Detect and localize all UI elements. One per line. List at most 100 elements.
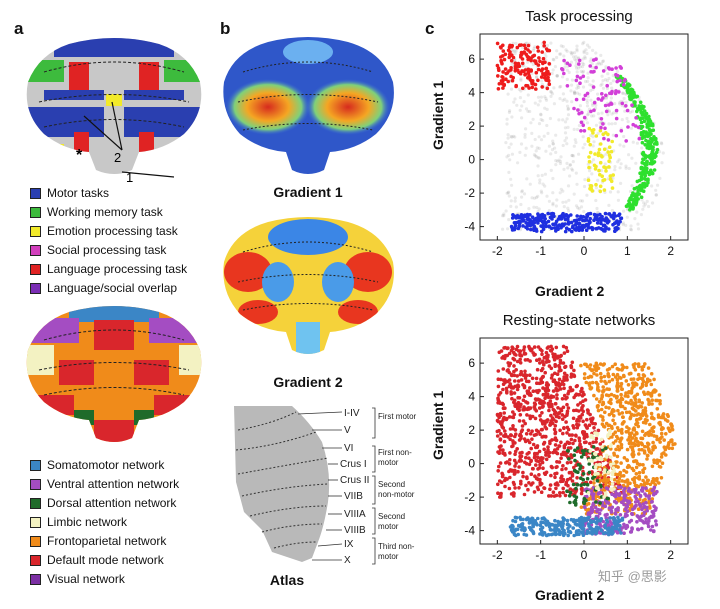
background-point (590, 62, 594, 66)
data-point (541, 399, 546, 404)
background-point (535, 205, 539, 210)
data-point (592, 218, 596, 222)
background-point (611, 133, 615, 137)
data-point (512, 357, 517, 362)
data-point (553, 222, 557, 227)
background-point (516, 161, 520, 165)
data-point (643, 134, 648, 138)
data-point (643, 444, 647, 449)
data-point (520, 528, 524, 532)
data-point (524, 483, 528, 488)
background-point (606, 113, 610, 117)
data-point (540, 375, 545, 379)
data-point (582, 129, 587, 133)
data-point (566, 214, 571, 218)
data-point (535, 358, 539, 362)
data-point (517, 486, 521, 490)
data-point (607, 67, 612, 71)
data-point (571, 482, 576, 487)
data-point (632, 413, 636, 417)
data-point (585, 213, 589, 217)
data-point (601, 448, 605, 452)
data-point (587, 219, 591, 224)
data-point (640, 140, 645, 145)
data-point (644, 131, 649, 135)
y-tick-label: 4 (468, 390, 475, 404)
background-point (563, 120, 568, 124)
data-point (588, 150, 593, 155)
data-point (662, 445, 667, 449)
data-point (608, 516, 613, 520)
data-point (627, 520, 632, 524)
data-point (527, 462, 532, 467)
chart-title-task: Task processing (525, 8, 633, 25)
background-point (568, 163, 572, 167)
data-point (584, 228, 589, 232)
data-point (631, 377, 636, 381)
data-point (550, 416, 555, 420)
data-point (521, 373, 526, 377)
data-point (625, 465, 630, 470)
background-point (551, 142, 555, 146)
background-point (634, 161, 638, 165)
data-point (515, 344, 520, 349)
data-point (659, 431, 664, 436)
background-point (566, 107, 571, 111)
y-axis-title-task: Gradient 1 (430, 80, 446, 150)
data-point (638, 117, 643, 122)
data-point (551, 352, 555, 356)
data-point (641, 364, 646, 369)
data-point (643, 143, 647, 147)
data-point (538, 381, 543, 385)
x-tick-label: 1 (624, 548, 631, 562)
data-point (644, 116, 649, 120)
background-point (550, 92, 555, 96)
background-point (570, 153, 574, 158)
background-point (581, 146, 585, 150)
data-point (503, 432, 508, 437)
data-point (581, 123, 585, 128)
data-point (542, 447, 546, 452)
data-point (604, 131, 608, 135)
legend-item: Ventral attention network (30, 475, 179, 494)
background-point (570, 51, 574, 55)
data-point (500, 425, 505, 429)
data-point (516, 395, 520, 400)
data-point (655, 147, 660, 152)
data-point (631, 191, 635, 195)
data-point (627, 441, 632, 446)
background-point (566, 125, 570, 129)
data-point (531, 389, 536, 393)
data-point (635, 192, 640, 197)
background-point (551, 203, 555, 207)
data-point (557, 415, 561, 420)
data-point (524, 461, 529, 466)
data-point (597, 168, 601, 173)
data-point (619, 66, 623, 70)
data-point (657, 459, 662, 463)
data-point (543, 217, 547, 221)
data-point (547, 72, 551, 76)
data-point (575, 446, 580, 450)
data-point (636, 424, 641, 429)
data-point (598, 142, 603, 146)
data-point (617, 528, 622, 532)
data-point (522, 348, 526, 352)
background-point (539, 138, 544, 142)
background-point (596, 112, 600, 116)
x-tick-label: -1 (535, 244, 546, 258)
data-point (553, 482, 558, 486)
data-point (541, 227, 546, 231)
data-point (579, 455, 584, 459)
data-point (632, 478, 636, 483)
background-point (600, 74, 604, 78)
background-point (601, 59, 605, 64)
background-point (523, 132, 527, 137)
background-point (505, 155, 509, 159)
data-point (644, 494, 649, 498)
data-point (650, 398, 654, 402)
background-point (630, 156, 634, 160)
data-point (607, 153, 612, 158)
data-point (541, 466, 545, 470)
